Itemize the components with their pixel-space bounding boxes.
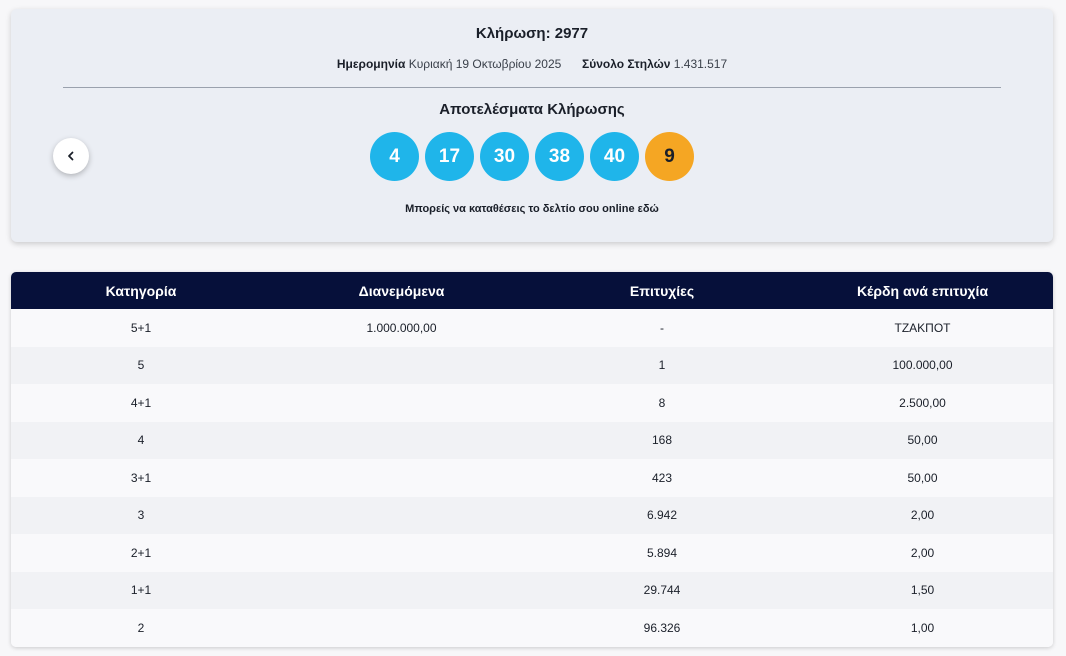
columns-label: Σύνολο Στηλών [582, 57, 671, 71]
prize-cell: 1,50 [910, 583, 935, 598]
number-ball: 4 [370, 132, 419, 181]
header-category: Κατηγορία [105, 282, 177, 299]
winners-cell: 1 [658, 358, 666, 373]
number-ball: 17 [425, 132, 474, 181]
table-body: 5+1 1.000.000,00 - ΤΖΑΚΠΟΤ 5 1 100.000,00 4+1 8 2… [11, 309, 1053, 647]
category-cell: 3 [137, 508, 145, 523]
winners-cell: 5.894 [646, 545, 678, 560]
winners-cell: - [660, 320, 664, 335]
distributed-cell: 1.000.000,00 [366, 320, 437, 335]
prize-cell: 2,00 [910, 508, 935, 523]
divider [63, 87, 1001, 88]
distributed-cell [271, 384, 532, 422]
table-header: Κατηγορία Διανεμόμενα Επιτυχίες Κέρδη αν… [11, 272, 1053, 309]
category-cell: 3+1 [130, 470, 152, 485]
prize-cell: 50,00 [907, 433, 938, 448]
category-cell: 4 [137, 433, 145, 448]
category-cell: 2 [137, 620, 145, 635]
table-row: 2+1 5.894 2,00 [11, 534, 1053, 572]
winning-numbers: 4 17 30 38 40 9 [11, 132, 1053, 181]
distributed-cell [271, 572, 532, 610]
results-title: Αποτελέσματα Κλήρωσης [439, 101, 625, 118]
table-row: 4+1 8 2.500,00 [11, 384, 1053, 422]
table-row: 5 1 100.000,00 [11, 346, 1053, 385]
prize-cell: 50,00 [907, 470, 938, 485]
category-cell: 5+1 [130, 320, 152, 335]
distributed-cell [271, 534, 532, 572]
table-row: 3 6.942 2,00 [11, 496, 1053, 535]
distributed-cell [271, 609, 532, 647]
distributed-cell [271, 347, 532, 385]
category-cell: 4+1 [130, 395, 152, 410]
distributed-cell [271, 422, 532, 460]
winners-cell: 6.942 [646, 508, 678, 523]
winners-cell: 96.326 [643, 620, 681, 635]
winners-cell: 168 [651, 433, 673, 448]
header-winners: Επιτυχίες [629, 282, 695, 299]
table-row: 2 96.326 1,00 [11, 609, 1053, 647]
prize-cell: 100.000,00 [892, 358, 953, 373]
previous-draw-button[interactable] [53, 138, 89, 174]
number-ball: 40 [590, 132, 639, 181]
draw-meta: Ημερομηνία Κυριακή 19 Οκτωβρίου 2025 Σύν… [11, 57, 1053, 71]
table-row: 4 168 50,00 [11, 421, 1053, 460]
category-cell: 2+1 [130, 545, 152, 560]
distributed-cell [271, 497, 532, 535]
columns-value: 1.431.517 [673, 57, 728, 71]
bonus-ball: 9 [645, 132, 694, 181]
date-label: Ημερομηνία [336, 57, 406, 71]
distributed-cell [271, 459, 532, 497]
category-cell: 5 [137, 358, 145, 373]
prize-cell: 2.500,00 [899, 395, 946, 410]
number-ball: 38 [535, 132, 584, 181]
prize-table: Κατηγορία Διανεμόμενα Επιτυχίες Κέρδη αν… [11, 272, 1053, 647]
number-ball: 30 [480, 132, 529, 181]
winners-cell: 423 [651, 470, 673, 485]
chevron-left-icon [68, 151, 74, 161]
online-bet-link[interactable]: Μπορείς να καταθέσεις το δελτίο σου onli… [405, 203, 659, 215]
winners-cell: 29.744 [643, 583, 681, 598]
draw-title: Κλήρωση: 2977 [475, 25, 589, 42]
prize-cell: ΤΖΑΚΠΟΤ [894, 320, 951, 335]
prize-cell: 1,00 [910, 620, 935, 635]
winners-cell: 8 [658, 395, 666, 410]
table-row: 1+1 29.744 1,50 [11, 571, 1053, 610]
table-row: 3+1 423 50,00 [11, 459, 1053, 497]
header-prize-per-winner: Κέρδη ανά επιτυχία [856, 282, 989, 299]
prize-cell: 2,00 [910, 545, 935, 560]
draw-card: Κλήρωση: 2977 Ημερομηνία Κυριακή 19 Οκτω… [11, 9, 1053, 242]
date-value: Κυριακή 19 Οκτωβρίου 2025 [408, 57, 562, 71]
header-distributed: Διανεμόμενα [358, 282, 445, 299]
category-cell: 1+1 [130, 583, 152, 598]
table-row: 5+1 1.000.000,00 - ΤΖΑΚΠΟΤ [11, 309, 1053, 347]
